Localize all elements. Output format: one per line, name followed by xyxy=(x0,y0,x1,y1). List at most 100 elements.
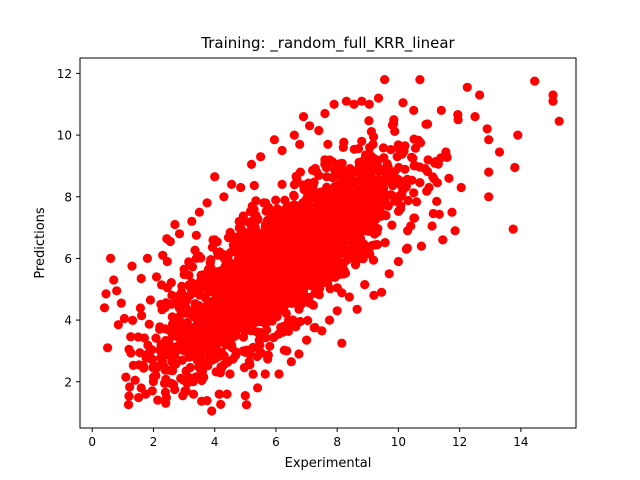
data-point-core xyxy=(274,276,284,286)
data-point xyxy=(271,253,281,263)
data-point-core xyxy=(268,238,279,248)
data-point xyxy=(427,221,437,231)
data-point xyxy=(289,130,299,140)
data-point-core xyxy=(303,178,313,188)
data-point xyxy=(204,297,214,307)
data-point xyxy=(225,369,235,379)
data-point-core xyxy=(292,271,302,281)
y-tick-label: 12 xyxy=(57,67,72,81)
data-point xyxy=(320,108,330,119)
y-tick-label: 6 xyxy=(64,252,72,266)
data-point xyxy=(277,145,287,156)
data-point-core xyxy=(321,163,332,173)
data-point xyxy=(421,119,431,129)
data-point xyxy=(317,326,327,336)
data-point-core xyxy=(124,391,134,401)
data-point xyxy=(389,115,399,125)
data-point xyxy=(484,192,494,202)
data-point-core xyxy=(368,139,378,149)
data-point xyxy=(101,289,111,299)
data-point xyxy=(269,135,279,145)
data-point xyxy=(182,378,192,388)
data-point xyxy=(167,357,177,367)
data-point-core xyxy=(196,347,206,357)
data-point-core xyxy=(415,162,425,172)
data-point xyxy=(387,173,397,183)
data-point-core xyxy=(245,345,255,355)
data-point xyxy=(462,82,472,92)
data-point-core xyxy=(366,127,376,137)
data-point-core xyxy=(281,240,291,250)
data-point xyxy=(119,313,129,324)
data-point xyxy=(138,361,148,371)
data-point xyxy=(145,295,155,305)
data-point xyxy=(112,286,122,296)
data-point-core xyxy=(264,248,274,258)
data-point-core xyxy=(188,287,198,297)
data-point xyxy=(191,253,201,263)
data-point-core xyxy=(326,199,337,209)
data-point-core xyxy=(172,327,182,337)
data-point-core xyxy=(248,369,258,379)
data-point-core xyxy=(356,158,366,169)
data-point xyxy=(222,389,232,399)
data-point-core xyxy=(334,163,344,173)
data-point xyxy=(344,229,354,239)
data-point-core xyxy=(311,167,322,177)
data-point-core xyxy=(258,310,269,320)
data-point xyxy=(187,216,197,226)
data-point-core xyxy=(236,224,246,234)
data-point-core xyxy=(362,151,372,161)
data-point-core xyxy=(395,176,405,186)
data-point xyxy=(332,306,342,316)
data-point xyxy=(260,369,270,379)
data-point xyxy=(148,372,159,382)
data-point-core xyxy=(160,387,170,397)
data-point-core xyxy=(192,356,202,366)
data-point-core xyxy=(244,217,254,227)
data-point-core xyxy=(402,174,412,184)
data-point-core xyxy=(213,250,223,260)
data-point-core xyxy=(338,269,348,279)
data-point xyxy=(124,344,134,354)
data-point-core xyxy=(206,255,216,265)
data-point-core xyxy=(209,321,219,332)
data-point xyxy=(360,280,370,290)
y-axis-label: Predictions xyxy=(33,207,48,279)
data-point-core xyxy=(252,327,262,337)
data-point xyxy=(432,196,442,206)
data-point xyxy=(377,287,387,297)
data-point-core xyxy=(342,255,352,265)
data-point-core xyxy=(298,261,308,271)
data-point-core xyxy=(188,389,199,399)
data-point-core xyxy=(349,144,359,154)
data-point-core xyxy=(303,315,313,326)
x-tick-label: 6 xyxy=(272,435,280,449)
data-point-core xyxy=(259,257,269,267)
data-point xyxy=(375,164,385,174)
data-point-core xyxy=(398,185,408,195)
data-point-core xyxy=(240,240,250,250)
data-point-core xyxy=(135,348,145,358)
data-point xyxy=(453,115,463,125)
data-point-core xyxy=(305,298,316,308)
data-point-core xyxy=(303,248,313,258)
data-point xyxy=(398,98,408,108)
data-point xyxy=(165,236,175,247)
data-point xyxy=(302,335,312,345)
data-point-core xyxy=(365,249,375,259)
data-point xyxy=(294,349,304,359)
data-point-core xyxy=(337,197,347,207)
data-point-core xyxy=(238,271,249,282)
x-tick-label: 10 xyxy=(391,435,406,449)
data-point-core xyxy=(235,283,245,294)
data-point-core xyxy=(340,184,351,194)
data-point-core xyxy=(314,284,324,294)
data-point-core xyxy=(219,313,229,323)
data-point xyxy=(253,383,263,393)
data-point xyxy=(329,99,339,109)
data-point xyxy=(207,406,217,416)
data-point-core xyxy=(288,206,298,216)
data-point xyxy=(142,253,152,263)
data-point xyxy=(337,338,347,348)
